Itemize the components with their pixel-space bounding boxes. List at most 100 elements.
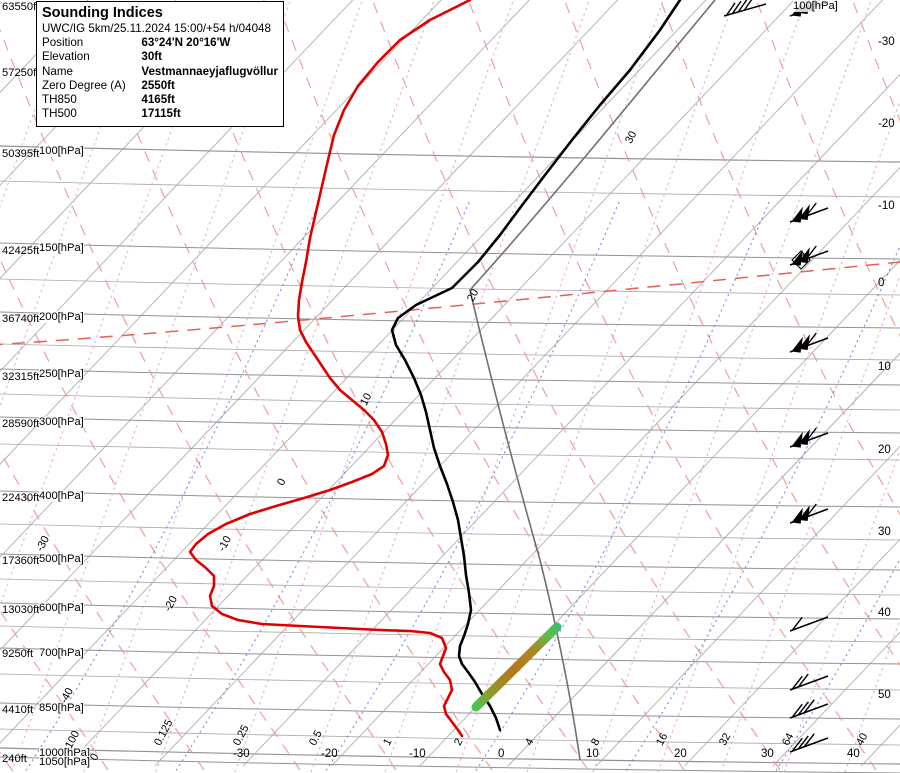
isotherm--40 — [154, 0, 884, 767]
altitude-label-7: 22430ft — [2, 492, 40, 504]
bottom-temp-tick-0: 0 — [498, 748, 505, 760]
altitude-label-1: 57250ft — [2, 67, 40, 79]
panel-row-value: 30ft — [141, 50, 163, 64]
pressure-label-6: 500[hPa] — [39, 553, 84, 565]
barb-300hPa — [789, 332, 829, 353]
altitude-label-11: 4410ft — [2, 704, 34, 716]
panel-row-key: Position — [42, 36, 84, 49]
isobar-minor — [0, 393, 900, 411]
dry-adiabat — [275, 0, 685, 771]
pressure-label-top-right: 100[hPa] — [793, 0, 838, 12]
barb-shaft — [789, 616, 829, 632]
dry-adiabat — [467, 0, 877, 771]
panel-subtitle: UWC/IG 5km/25.11.2024 15:00/+54 h/04048 — [42, 22, 271, 35]
sounding-indices-panel: Sounding Indices UWC/IG 5km/25.11.2024 1… — [36, 1, 284, 127]
barb-pennant — [791, 431, 803, 448]
dry-adiabat — [563, 0, 900, 666]
barb-full — [791, 616, 803, 631]
isobar-150 — [0, 242, 900, 260]
bottom-temp-tick--30: -30 — [233, 748, 250, 760]
moist-adiabat — [473, 199, 771, 773]
right-temp-tick-30: 30 — [878, 526, 891, 538]
barb-full — [797, 673, 809, 688]
panel-row-value: 2550ft — [141, 78, 175, 92]
right-temp-tick--20: -20 — [878, 118, 895, 130]
panel-row: Elevation 30ft — [42, 50, 278, 64]
panel-row-key: TH850 — [42, 93, 77, 107]
barb-full — [805, 202, 817, 217]
isobar-minor — [0, 343, 900, 361]
isotherm--70 — [0, 0, 619, 651]
bottom-temp-tick-10: 10 — [586, 748, 599, 760]
isobar-minor — [0, 728, 900, 746]
pressure-label-2: 200[hPa] — [39, 311, 84, 323]
barb-shaft — [789, 703, 829, 719]
dewpoint-curve — [188, 0, 472, 738]
temperature-curve — [390, 0, 682, 732]
barb-full — [803, 733, 815, 748]
altitude-label-6: 28590ft — [2, 418, 40, 430]
right-temp-tick--30: -30 — [878, 36, 895, 48]
panel-table: Position 63°24'N 20°16'W Elevation 30ft Name… — [42, 36, 278, 122]
isobar-250 — [0, 368, 900, 386]
barb-full — [805, 332, 817, 347]
moist-adiabat — [23, 199, 321, 773]
barb-full — [731, 0, 742, 15]
zero-degree-line — [0, 261, 900, 346]
isobar-1050 — [0, 756, 900, 773]
barb-full — [725, 2, 736, 17]
altitude-label-9: 13030ft — [2, 604, 40, 616]
isotherm-20 — [684, 538, 900, 767]
barb-full — [805, 503, 817, 518]
pressure-label-5: 400[hPa] — [39, 490, 84, 502]
isobar-100 — [0, 145, 900, 163]
panel-row-key: Elevation — [42, 50, 90, 64]
pressure-label-4: 300[hPa] — [39, 416, 84, 428]
isotherm--80 — [0, 0, 530, 558]
panel-row-value: 63°24'N 20°16'W — [141, 36, 231, 49]
altitude-label-10: 9250ft — [2, 648, 34, 660]
isotherm--60 — [0, 0, 707, 744]
right-temp-tick-10: 10 — [878, 361, 891, 373]
bottom-temp-tick-40: 40 — [847, 748, 860, 760]
altitude-label-8: 17360ft — [2, 555, 40, 567]
barb-full — [791, 703, 803, 718]
barb-1000hPa — [789, 733, 829, 753]
panel-row: Zero Degree (A) 2550ft — [42, 79, 278, 93]
isobar-1000 — [0, 747, 900, 765]
isotherm--20 — [331, 166, 900, 767]
barb-shaft — [789, 737, 829, 753]
pressure-label-11: 1050[hPa] — [39, 756, 91, 768]
dry-adiabat — [371, 0, 781, 771]
panel-row-key: Name — [42, 64, 73, 78]
bottom-temp-tick--10: -10 — [409, 748, 426, 760]
isobar-850 — [0, 702, 900, 720]
barb-pennant — [791, 336, 803, 353]
altitude-label-0: 63550ft — [2, 1, 40, 13]
isotherm-0 — [507, 352, 900, 767]
barb-pennant — [791, 249, 803, 266]
barb-full — [805, 245, 817, 260]
moist-adiabat — [323, 199, 621, 773]
panel-row-value: Vestmannaeyjaflugvöllur — [141, 64, 278, 78]
barb-250hPa — [789, 202, 829, 223]
pressure-label-1: 150[hPa] — [39, 242, 84, 254]
panel-row: Position 63°24'N 20°16'W — [42, 36, 278, 50]
dry-adiabat — [659, 0, 900, 516]
panel-row: Name Vestmannaeyjaflugvöllur — [42, 65, 278, 79]
isotherm--90 — [0, 0, 442, 465]
parcel-trace — [471, 622, 562, 712]
moist-adiabat — [173, 199, 471, 773]
barb-tropopause — [789, 245, 829, 266]
dry-adiabat — [755, 0, 900, 337]
isotherm--30 — [242, 73, 900, 767]
right-temp-tick--10: -10 — [878, 200, 895, 212]
barb-full — [791, 737, 803, 752]
isobar-200 — [0, 311, 900, 329]
barb-full — [791, 675, 803, 690]
altitude-label-4: 36740ft — [2, 313, 40, 325]
dry-adiabat — [179, 0, 589, 771]
